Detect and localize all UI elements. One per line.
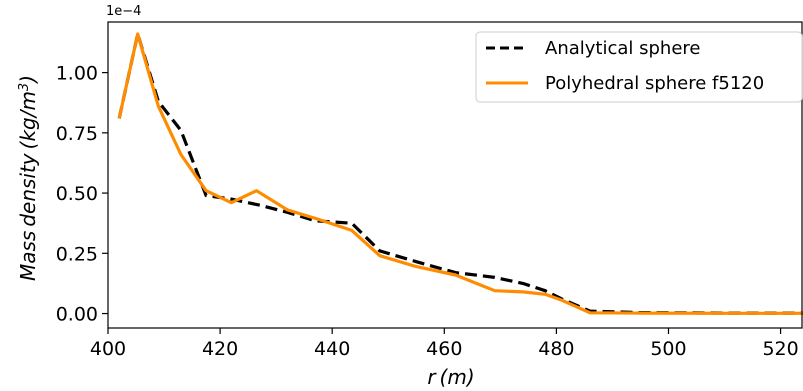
x-tick-label: 460 (426, 338, 462, 360)
y-axis-offset-label: 1e−4 (106, 4, 141, 19)
y-tick-label: 0.00 (56, 304, 98, 326)
axes-frame (107, 21, 803, 329)
y-axis-label-main: Mass density (kg/m (16, 91, 40, 281)
x-tick-label: 400 (90, 338, 126, 360)
y-axis-label-close: ) (16, 75, 40, 85)
plot-area (117, 32, 803, 315)
x-tick-label: 420 (202, 338, 238, 360)
series-line-polyhedral-sphere (117, 32, 803, 315)
y-axis-label-sup: 3 (17, 83, 32, 91)
y-tick-label: 1.00 (56, 63, 98, 85)
y-axis-label: Mass density (kg/m3) (16, 75, 40, 281)
series-line-analytical-sphere (117, 32, 803, 315)
legend: Analytical sphere Polyhedral sphere f512… (475, 31, 803, 103)
legend-box (475, 31, 803, 103)
y-tick-label: 0.50 (56, 183, 98, 205)
legend-label-polyhedral: Polyhedral sphere f5120 (545, 73, 764, 94)
y-tick-label: 0.25 (56, 243, 98, 265)
x-axis-label: r (m) (427, 365, 474, 389)
x-tick-label: 520 (762, 338, 798, 360)
legend-label-analytical: Analytical sphere (545, 38, 700, 59)
x-tick-label: 440 (314, 338, 350, 360)
y-tick-label: 0.75 (56, 123, 98, 145)
x-tick-label: 500 (650, 338, 686, 360)
x-axis-ticks: 400 420 440 460 480 500 520 (90, 328, 799, 360)
x-tick-label: 480 (538, 338, 574, 360)
y-axis-ticks: 0.00 0.25 0.50 0.75 1.00 (56, 63, 108, 326)
